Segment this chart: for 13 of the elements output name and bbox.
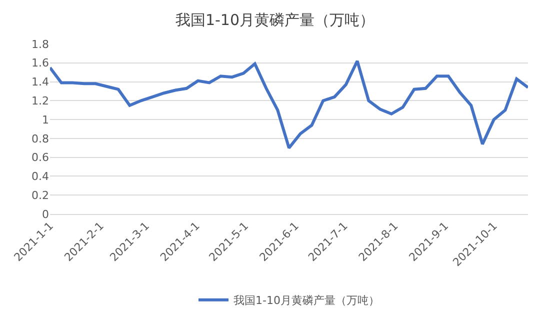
y-tick-label: 0.2 [32, 188, 49, 202]
y-tick-label: 0.6 [32, 151, 49, 164]
chart-title: 我国1-10月黄磷产量（万吨） [175, 11, 375, 30]
y-tick-label: 1.6 [32, 56, 49, 70]
y-tick-label: 0 [42, 208, 49, 221]
y-tick-label: 1.2 [32, 94, 49, 108]
y-tick-label: 0.8 [32, 132, 49, 146]
legend-label: 我国1-10月黄磷产量（万吨） [234, 294, 380, 308]
y-tick-label: 1 [42, 113, 49, 126]
y-tick-label: 1.4 [32, 76, 49, 89]
line-series [50, 60, 528, 150]
y-tick-label: 1.8 [32, 38, 49, 51]
y-tick-label: 0.4 [32, 170, 49, 184]
